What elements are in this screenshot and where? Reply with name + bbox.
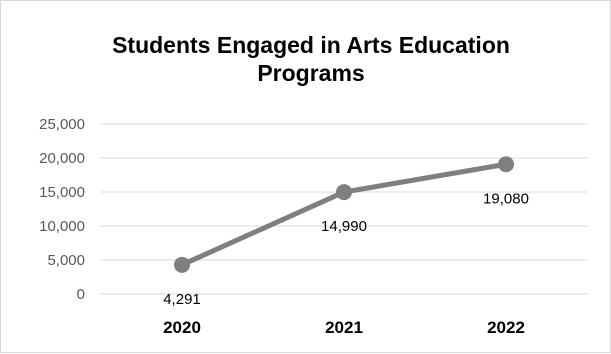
y-axis-ticks: 0 5,000 10,000 15,000 20,000 25,000 xyxy=(39,116,85,303)
data-label: 14,990 xyxy=(321,218,367,235)
data-label: 19,080 xyxy=(483,190,529,207)
series-line-group xyxy=(174,156,514,273)
gridlines xyxy=(101,123,587,295)
x-tick-label: 2020 xyxy=(163,318,201,337)
y-tick-label: 10,000 xyxy=(39,218,85,235)
data-label: 4,291 xyxy=(163,291,201,308)
data-labels: 4,291 14,990 19,080 xyxy=(163,190,529,308)
x-axis-ticks: 2020 2021 2022 xyxy=(163,318,525,337)
y-tick-label: 0 xyxy=(77,286,85,303)
data-point xyxy=(336,184,352,201)
y-tick-label: 20,000 xyxy=(39,150,85,167)
y-tick-label: 5,000 xyxy=(47,252,85,269)
y-tick-label: 15,000 xyxy=(39,184,85,201)
series-line xyxy=(179,161,509,268)
data-point xyxy=(174,256,190,273)
x-tick-label: 2022 xyxy=(487,318,525,337)
y-tick-label: 25,000 xyxy=(39,116,85,133)
data-point xyxy=(498,156,514,173)
chart-title: Students Engaged in Arts Education Progr… xyxy=(112,32,510,86)
x-tick-label: 2021 xyxy=(325,318,363,337)
